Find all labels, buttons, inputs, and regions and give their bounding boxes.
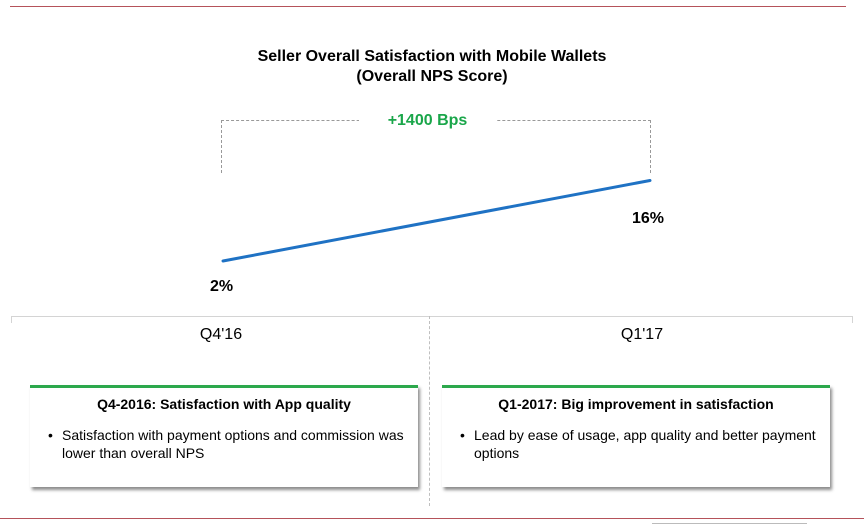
chart-title-block: Seller Overall Satisfaction with Mobile … bbox=[0, 47, 864, 87]
chart-subtitle: (Overall NPS Score) bbox=[356, 68, 508, 85]
category-divider bbox=[429, 316, 430, 506]
series-line bbox=[221, 179, 652, 263]
change-annotation: +1400 Bps bbox=[359, 108, 496, 134]
card-q1-2017: Q1-2017: Big improvement in satisfaction… bbox=[442, 385, 830, 487]
axis-tick-right bbox=[852, 316, 853, 323]
chart-title: Seller Overall Satisfaction with Mobile … bbox=[257, 48, 607, 65]
data-label-q1-17: 16% bbox=[632, 210, 665, 227]
category-axis bbox=[11, 316, 853, 317]
data-label-q4-16: 2% bbox=[210, 278, 234, 295]
card-title: Q4-2016: Satisfaction with App quality bbox=[97, 396, 351, 412]
category-label-q4-16: Q4'16 bbox=[199, 326, 243, 343]
card-bullets: Satisfaction with payment options and co… bbox=[30, 426, 418, 462]
top-rule bbox=[10, 6, 846, 7]
card-bullet: Lead by ease of usage, app quality and b… bbox=[460, 426, 830, 462]
card-title: Q1-2017: Big improvement in satisfaction bbox=[498, 396, 774, 412]
card-q4-2016: Q4-2016: Satisfaction with App quality S… bbox=[30, 385, 418, 487]
card-bullets: Lead by ease of usage, app quality and b… bbox=[442, 426, 830, 462]
axis-tick-left bbox=[11, 316, 12, 323]
category-label-q1-17: Q1'17 bbox=[620, 326, 664, 343]
card-bullet: Satisfaction with payment options and co… bbox=[48, 426, 418, 462]
bottom-rule bbox=[0, 518, 864, 519]
footer-stub-line bbox=[652, 523, 807, 524]
